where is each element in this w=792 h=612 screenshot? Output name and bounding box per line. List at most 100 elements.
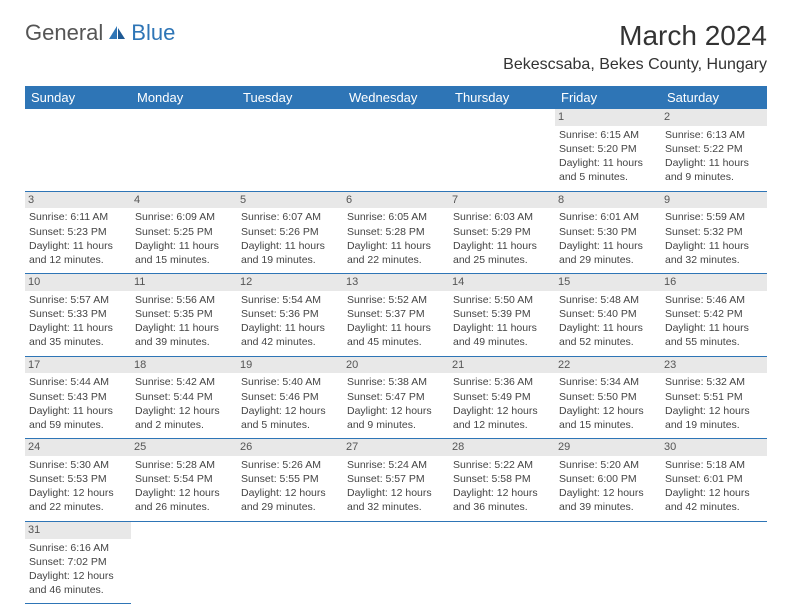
sunset-text: Sunset: 5:29 PM [453,225,551,239]
sunset-text: Sunset: 5:51 PM [665,390,763,404]
sunset-text: Sunset: 5:42 PM [665,307,763,321]
sunset-text: Sunset: 5:55 PM [241,472,339,486]
day-content: Sunrise: 5:28 AMSunset: 5:54 PMDaylight:… [135,458,233,515]
daylight-text: Daylight: 12 hours and 9 minutes. [347,404,445,432]
day-cell: 6Sunrise: 6:05 AMSunset: 5:28 PMDaylight… [343,191,449,274]
day-number: 24 [25,439,131,456]
day-header: Sunday [25,86,131,109]
day-number: 2 [661,109,767,126]
day-number: 12 [237,274,343,291]
sunset-text: Sunset: 6:00 PM [559,472,657,486]
sunrise-text: Sunrise: 5:30 AM [29,458,127,472]
sunset-text: Sunset: 5:39 PM [453,307,551,321]
day-content: Sunrise: 5:40 AMSunset: 5:46 PMDaylight:… [241,375,339,432]
day-number: 20 [343,357,449,374]
sunrise-text: Sunrise: 5:26 AM [241,458,339,472]
sunrise-text: Sunrise: 5:52 AM [347,293,445,307]
week-row: 31Sunrise: 6:16 AMSunset: 7:02 PMDayligh… [25,521,767,604]
day-content: Sunrise: 6:15 AMSunset: 5:20 PMDaylight:… [559,128,657,185]
day-cell: 24Sunrise: 5:30 AMSunset: 5:53 PMDayligh… [25,439,131,522]
sunset-text: Sunset: 5:36 PM [241,307,339,321]
day-content: Sunrise: 5:54 AMSunset: 5:36 PMDaylight:… [241,293,339,350]
day-content: Sunrise: 5:42 AMSunset: 5:44 PMDaylight:… [135,375,233,432]
sunrise-text: Sunrise: 6:09 AM [135,210,233,224]
sunset-text: Sunset: 5:33 PM [29,307,127,321]
day-content: Sunrise: 5:32 AMSunset: 5:51 PMDaylight:… [665,375,763,432]
sunset-text: Sunset: 5:43 PM [29,390,127,404]
sunrise-text: Sunrise: 6:03 AM [453,210,551,224]
day-cell: 1Sunrise: 6:15 AMSunset: 5:20 PMDaylight… [555,109,661,191]
daylight-text: Daylight: 12 hours and 39 minutes. [559,486,657,514]
day-number: 8 [555,192,661,209]
day-cell: 12 Sunrise: 5:54 AMSunset: 5:36 PMDayligh… [237,274,343,357]
sunrise-text: Sunrise: 6:07 AM [241,210,339,224]
day-cell: 19Sunrise: 5:40 AMSunset: 5:46 PMDayligh… [237,356,343,439]
day-content: Sunrise: 5:50 AMSunset: 5:39 PMDaylight:… [453,293,551,350]
daylight-text: Daylight: 12 hours and 36 minutes. [453,486,551,514]
sunrise-text: Sunrise: 5:24 AM [347,458,445,472]
day-cell: 5Sunrise: 6:07 AMSunset: 5:26 PMDaylight… [237,191,343,274]
week-row: 1Sunrise: 6:15 AMSunset: 5:20 PMDaylight… [25,109,767,191]
sunrise-text: Sunrise: 5:57 AM [29,293,127,307]
sunrise-text: Sunrise: 6:05 AM [347,210,445,224]
day-content: Sunrise: 5:57 AMSunset: 5:33 PMDaylight:… [29,293,127,350]
daylight-text: Daylight: 11 hours and 49 minutes. [453,321,551,349]
sunset-text: Sunset: 5:57 PM [347,472,445,486]
day-cell [449,109,555,191]
day-content: Sunrise: 6:13 AMSunset: 5:22 PMDaylight:… [665,128,763,185]
logo-text-general: General [25,20,103,46]
sunset-text: Sunset: 5:22 PM [665,142,763,156]
day-header: Thursday [449,86,555,109]
day-number: 14 [449,274,555,291]
day-cell [555,521,661,604]
day-content: Sunrise: 5:18 AMSunset: 6:01 PMDaylight:… [665,458,763,515]
daylight-text: Daylight: 11 hours and 19 minutes. [241,239,339,267]
daylight-text: Daylight: 12 hours and 46 minutes. [29,569,127,597]
day-content: Sunrise: 6:03 AMSunset: 5:29 PMDaylight:… [453,210,551,267]
sunrise-text: Sunrise: 5:56 AM [135,293,233,307]
sunrise-text: Sunrise: 5:34 AM [559,375,657,389]
day-number: 6 [343,192,449,209]
day-content: Sunrise: 6:07 AMSunset: 5:26 PMDaylight:… [241,210,339,267]
day-cell [131,521,237,604]
day-cell: 10Sunrise: 5:57 AMSunset: 5:33 PMDayligh… [25,274,131,357]
daylight-text: Daylight: 12 hours and 19 minutes. [665,404,763,432]
day-content: Sunrise: 6:16 AMSunset: 7:02 PMDaylight:… [29,541,127,598]
sunrise-text: Sunrise: 5:32 AM [665,375,763,389]
sunrise-text: Sunrise: 5:54 AM [241,293,339,307]
day-header: Friday [555,86,661,109]
day-cell: 2 Sunrise: 6:13 AMSunset: 5:22 PMDaylight… [661,109,767,191]
week-row: 24 Sunrise: 5:30 AMSunset: 5:53 PM Dayligh… [25,439,767,522]
day-number: 26 [237,439,343,456]
sunrise-text: Sunrise: 5:42 AM [135,375,233,389]
sunrise-text: Sunrise: 5:50 AM [453,293,551,307]
day-number: 5 [237,192,343,209]
daylight-text: Daylight: 11 hours and 45 minutes. [347,321,445,349]
calendar-body: 1Sunrise: 6:15 AMSunset: 5:20 PMDaylight… [25,109,767,604]
daylight-text: Daylight: 11 hours and 25 minutes. [453,239,551,267]
sunset-text: Sunset: 5:53 PM [29,472,127,486]
day-number: 19 [237,357,343,374]
sunrise-text: Sunrise: 5:20 AM [559,458,657,472]
day-cell: 4Sunrise: 6:09 AMSunset: 5:25 PMDaylight… [131,191,237,274]
day-content: Sunrise: 5:36 AMSunset: 5:49 PMDaylight:… [453,375,551,432]
sunrise-text: Sunrise: 6:16 AM [29,541,127,555]
day-number: 13 [343,274,449,291]
daylight-text: Daylight: 11 hours and 32 minutes. [665,239,763,267]
daylight-text: Daylight: 11 hours and 15 minutes. [135,239,233,267]
daylight-text: Daylight: 11 hours and 42 minutes. [241,321,339,349]
logo-text-blue: Blue [131,20,175,46]
daylight-text: Daylight: 11 hours and 35 minutes. [29,321,127,349]
day-cell: 29Sunrise: 5:20 AMSunset: 6:00 PMDayligh… [555,439,661,522]
header: General Blue March 2024 Bekescsaba, Beke… [25,20,767,74]
daylight-text: Daylight: 11 hours and 22 minutes. [347,239,445,267]
day-cell: 20Sunrise: 5:38 AMSunset: 5:47 PMDayligh… [343,356,449,439]
day-number: 21 [449,357,555,374]
day-cell [25,109,131,191]
day-content: Sunrise: 5:24 AMSunset: 5:57 PMDaylight:… [347,458,445,515]
daylight-text: Daylight: 12 hours and 26 minutes. [135,486,233,514]
day-content: Sunrise: 5:22 AMSunset: 5:58 PMDaylight:… [453,458,551,515]
day-number: 23 [661,357,767,374]
daylight-text: Daylight: 11 hours and 9 minutes. [665,156,763,184]
day-cell: 13Sunrise: 5:52 AMSunset: 5:37 PMDayligh… [343,274,449,357]
